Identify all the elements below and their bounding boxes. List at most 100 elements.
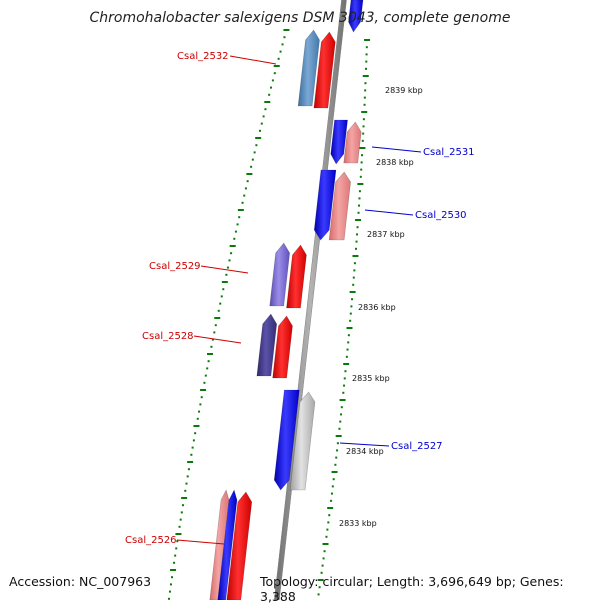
gc-dot [347, 341, 350, 344]
gene-arrow-csal-2530-companion[interactable] [328, 171, 351, 241]
gene-arrow-csal-2526[interactable] [226, 491, 253, 600]
gc-dot [228, 259, 231, 262]
gc-dot [220, 295, 223, 298]
gene-label-csal-2532[interactable]: Csal_2532 [177, 51, 229, 62]
gc-dot [169, 583, 172, 586]
gene-label-csal-2529[interactable]: Csal_2529 [149, 261, 201, 272]
gc-dot [225, 273, 228, 276]
gc-dot [255, 144, 258, 147]
gene-arrow-csal-2531-companion[interactable] [343, 121, 362, 164]
gene-arrow-csal-2528[interactable] [272, 315, 293, 379]
gc-dot [320, 571, 323, 574]
gene-label-csal-2526[interactable]: Csal_2526 [125, 535, 177, 546]
gc-dot [219, 302, 222, 305]
gc-dot [338, 427, 341, 430]
gene-arrow-csal-2528-companion[interactable] [256, 313, 278, 377]
gc-dot [222, 288, 225, 291]
gc-dot [244, 187, 247, 190]
gc-dot [335, 456, 338, 459]
gene-arrow-csal-2526-companion-a[interactable] [209, 489, 230, 600]
scale-tick-label: 2835 kbp [352, 374, 390, 383]
gene-arrow-csal-2529-companion[interactable] [269, 242, 290, 307]
gene-arrow-csal-2527[interactable] [273, 389, 300, 491]
gc-dash [361, 111, 368, 113]
gc-dot [350, 305, 353, 308]
gc-dot [327, 521, 330, 524]
gc-dot [356, 226, 359, 229]
gc-dot [340, 413, 343, 416]
gc-dot [179, 518, 182, 521]
gene-arrow-csal-2531[interactable] [330, 119, 348, 165]
gc-dash [221, 281, 228, 283]
gc-dot [318, 586, 321, 589]
gene-label-csal-2528[interactable]: Csal_2528 [142, 331, 194, 342]
gc-dash [246, 173, 253, 175]
gc-dot [230, 252, 233, 255]
gc-dot [199, 403, 202, 406]
gc-dash [181, 497, 188, 499]
gene-arrow-top-partial[interactable] [348, 0, 364, 33]
gc-dot [334, 463, 337, 466]
gc-dot [364, 89, 367, 92]
gc-dot [217, 309, 220, 312]
gc-dot [357, 211, 360, 214]
scale-tick-label: 2833 kbp [339, 519, 377, 528]
gc-dot [352, 276, 355, 279]
gene-label-csal-2530[interactable]: Csal_2530 [415, 210, 467, 221]
gc-dash [229, 245, 236, 247]
gc-dash [214, 317, 221, 319]
gc-dot [353, 269, 356, 272]
gc-dot [176, 540, 179, 543]
gc-dot [343, 384, 346, 387]
gene-label-csal-2531[interactable]: Csal_2531 [423, 147, 475, 158]
gc-dot [253, 151, 256, 154]
gc-dot [363, 96, 366, 99]
gc-dash [237, 209, 244, 211]
gc-dot [226, 266, 229, 269]
gc-dot [233, 237, 236, 240]
gc-dot [270, 86, 273, 89]
gc-dot [241, 201, 244, 204]
gc-dash [343, 363, 350, 365]
gc-dot [178, 525, 181, 528]
gc-dot [331, 485, 334, 488]
gc-dot [258, 129, 261, 132]
gc-dot [349, 312, 352, 315]
gc-dot [336, 449, 339, 452]
gc-dash [273, 65, 280, 67]
gc-dot [330, 499, 333, 502]
leader-line-csal-2527 [339, 442, 390, 447]
leader-line-csal-2526 [176, 539, 225, 545]
gc-dot [171, 576, 174, 579]
gc-dot [273, 72, 276, 75]
gene-arrow-csal-2527-companion[interactable] [289, 391, 316, 491]
gc-dot [323, 550, 326, 553]
gene-arrow-csal-2530[interactable] [313, 169, 337, 241]
gene-arrow-csal-2529[interactable] [286, 244, 307, 309]
gc-dot [328, 514, 331, 517]
gc-dot [250, 165, 253, 168]
gc-skew-dots [167, 29, 371, 600]
gc-dot [181, 504, 184, 507]
gc-dash [322, 543, 329, 545]
gc-dash [283, 29, 290, 31]
gc-dot [343, 377, 346, 380]
gc-dot [211, 338, 214, 341]
gc-dash [193, 425, 200, 427]
gene-arrow-csal-2532-companion[interactable] [297, 29, 320, 107]
gc-dot [321, 564, 324, 567]
gc-dot [185, 482, 188, 485]
gene-arrow-csal-2532[interactable] [313, 31, 336, 109]
gene-arrow-csal-2526-companion-b[interactable] [217, 489, 238, 600]
gc-dot [356, 233, 359, 236]
gc-dash [317, 579, 324, 581]
gene-label-csal-2527[interactable]: Csal_2527 [391, 441, 443, 452]
gc-dash [187, 461, 194, 463]
gc-dot [351, 298, 354, 301]
gc-dot [204, 374, 207, 377]
gc-dash [352, 255, 359, 257]
gc-dot [361, 139, 364, 142]
gc-dot [347, 334, 350, 337]
gc-dot [238, 216, 241, 219]
gc-dot [358, 190, 361, 193]
